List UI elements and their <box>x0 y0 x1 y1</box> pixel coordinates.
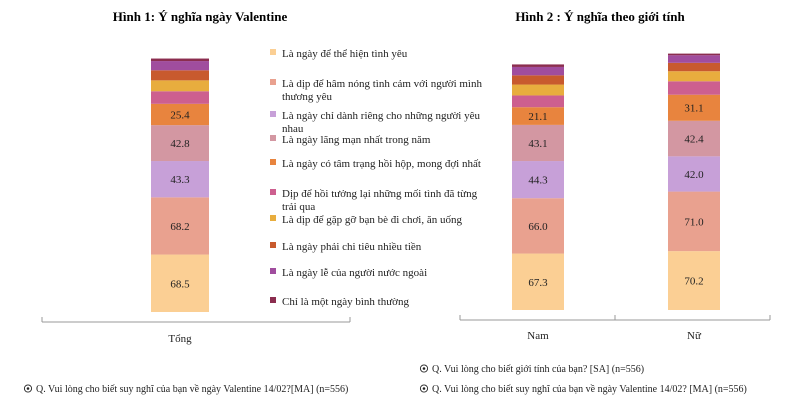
chart2-bar-segment <box>512 198 564 254</box>
chart1-bar-segment <box>151 70 209 81</box>
chart1-data-label: 42.8 <box>170 138 190 150</box>
chart2-bar-segment <box>668 120 720 157</box>
legend-swatch <box>270 49 276 55</box>
chart2-bar-segment <box>668 71 720 82</box>
chart2-data-label: 66.0 <box>528 221 548 233</box>
footnote-chart2-gender: Q. Vui lòng cho biết giới tính của bạn? … <box>432 364 644 375</box>
chart2-bar-segment <box>512 161 564 199</box>
legend-swatch <box>270 159 276 165</box>
chart2-data-label: 71.0 <box>684 216 704 228</box>
chart1-bar-segment <box>151 80 209 92</box>
chart2-bar-segment <box>668 53 720 56</box>
chart2-bar-segment <box>668 81 720 95</box>
chart2-bar-segment <box>512 253 564 310</box>
chart1-bar-segment <box>151 197 209 255</box>
chart2-data-label: 43.1 <box>528 138 547 150</box>
chart1-data-label: 68.2 <box>170 221 189 233</box>
chart1-bar-segment <box>151 91 209 104</box>
chart2-title: Hình 2 : Ý nghĩa theo giới tính <box>515 9 685 24</box>
chart1-bar-segment <box>151 161 209 198</box>
chart2-bar-segment <box>668 55 720 63</box>
chart2-data-label: 42.0 <box>684 169 704 181</box>
chart2-bar-segment <box>668 191 720 252</box>
legend-entry-text: Là ngày lễ của người nước ngoài <box>282 267 427 279</box>
legend-entry-text: Là ngày phải chi tiêu nhiều tiền <box>282 241 422 253</box>
legend-swatch <box>270 79 276 85</box>
chart2-data-label: 31.1 <box>684 103 703 115</box>
footnote-chart2-gender-bullet-icon <box>419 364 429 373</box>
footnote-chart1: Q. Vui lòng cho biết suy nghĩ của bạn về… <box>36 384 348 395</box>
chart2-bar-segment <box>668 62 720 72</box>
chart2-bar-segment <box>512 107 564 125</box>
legend-swatch <box>270 242 276 248</box>
legend-entry-text: Là ngày có tâm trạng hồi hộp, mong đợi n… <box>282 158 481 170</box>
legend-entry-text: Là ngày lãng mạn nhất trong năm <box>282 134 431 146</box>
legend-swatch <box>270 297 276 303</box>
chart2-bar-segment <box>512 66 564 76</box>
chart1-title: Hình 1: Ý nghĩa ngày Valentine <box>113 9 288 24</box>
legend-entry-text: Dịp để hồi tưởng lại những mối tình đã t… <box>282 188 478 200</box>
legend-entry-text: thương yêu <box>282 91 332 103</box>
footnote-chart2-question: Q. Vui lòng cho biết suy nghĩ của bạn về… <box>432 384 747 395</box>
chart2-data-label: 67.3 <box>528 277 548 289</box>
chart1-bar-segment <box>151 61 209 71</box>
legend-entry-text: Là dịp để hâm nóng tình cảm với người mì… <box>282 78 482 90</box>
legend-swatch <box>270 215 276 221</box>
chart2-bar-segment <box>668 156 720 192</box>
chart2-category-label: Nữ <box>687 330 702 342</box>
legend-swatch <box>270 189 276 195</box>
chart2-data-label: 44.3 <box>528 175 548 187</box>
legend-entry-text: Là ngày để thể hiện tình yêu <box>282 48 408 60</box>
chart2-bar-segment <box>512 95 564 108</box>
chart2-bar-segment <box>512 64 564 67</box>
chart2-category-label: Nam <box>527 330 549 342</box>
footnote-chart1-bullet-icon <box>23 384 33 393</box>
legend-entry-text: Là dịp để gặp gỡ bạn bè đi chơi, ăn uống <box>282 214 462 226</box>
chart2-data-label: 21.1 <box>528 111 547 123</box>
chart1-data-label: 68.5 <box>170 278 190 290</box>
legend-swatch <box>270 111 276 117</box>
chart2-data-label: 70.2 <box>684 276 703 288</box>
legend-swatch <box>270 268 276 274</box>
footnote-chart2-question-bullet-icon <box>419 384 429 393</box>
chart1-data-label: 25.4 <box>170 109 190 121</box>
chart2-data-label: 42.4 <box>684 134 704 146</box>
chart2-bar-segment <box>668 251 720 310</box>
chart2-bar-segment <box>512 84 564 96</box>
footnote-chart2-question-bullet-dot-icon <box>422 387 426 390</box>
legend-entry-text: trải qua <box>282 201 315 213</box>
chart1-data-label: 43.3 <box>170 174 190 186</box>
legend-entry-text: nhau <box>282 123 304 135</box>
chart1-bar-segment <box>151 125 209 162</box>
chart1-bar-segment <box>151 254 209 312</box>
chart2-bar-segment <box>512 75 564 85</box>
chart2-bar-segment <box>668 94 720 121</box>
legend-entry-text: Là ngày chỉ dành riêng cho những người y… <box>282 110 480 122</box>
chart1-bar-segment <box>151 58 209 62</box>
chart2-bar-segment <box>512 124 564 162</box>
footnote-chart2-gender-bullet-dot-icon <box>422 367 426 370</box>
chart1-bar-segment <box>151 103 209 126</box>
legend-entry-text: Chỉ là một ngày bình thường <box>282 296 409 308</box>
footnote-chart1-bullet-dot-icon <box>26 387 30 390</box>
chart1-category-label: Tổng <box>168 333 192 345</box>
legend-swatch <box>270 135 276 141</box>
